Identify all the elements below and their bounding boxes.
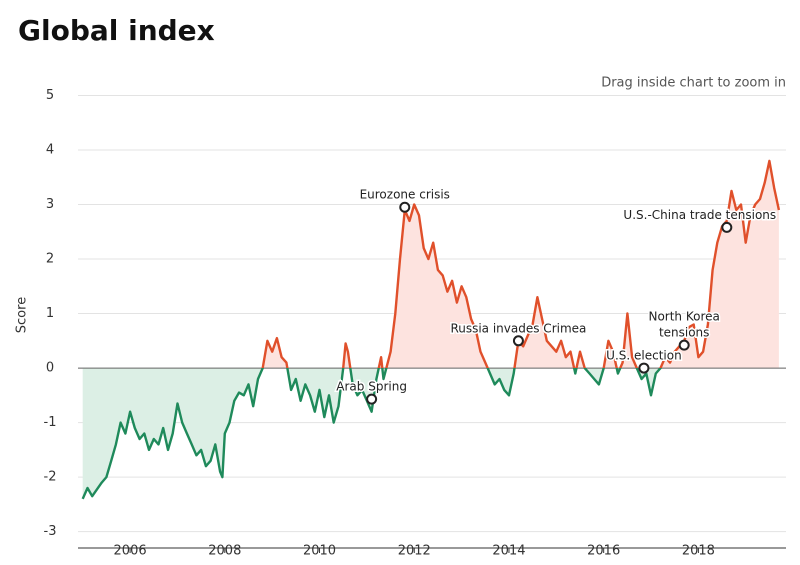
x-tick-label: 2006 [114,544,147,559]
y-tick-label: 2 [46,252,54,267]
y-tick-label: 0 [46,361,54,376]
x-tick-label: 2012 [398,544,431,559]
x-tick-label: 2008 [208,544,241,559]
y-tick-label: 3 [46,197,54,212]
annotation-label: North Korea [648,310,719,324]
line [81,159,781,500]
y-tick-label: -3 [44,524,57,539]
annotation-label: tensions [659,326,709,340]
plot: -3 -2 -1 0 1 2 3 4 5 2006 2008 2010 2012 2014 2016 2018… [44,88,786,559]
annotation-label: Russia invades Crimea [450,321,586,335]
y-tick-label: -2 [44,470,57,485]
annotation-marker [721,221,733,233]
annotation-label: Arab Spring [336,380,407,394]
zoom-hint: Drag inside chart to zoom in [601,76,786,91]
x-tick-label: 2016 [587,544,620,559]
annotation-marker [512,335,524,347]
y-tick-label: 4 [46,142,54,157]
x-tick-label: 2018 [682,544,715,559]
y-tick-label: 5 [46,88,54,103]
annotation-marker [638,362,650,374]
x-tick-label: 2014 [492,544,525,559]
y-axis-label: Score [15,297,30,333]
annotation-label: U.S.-China trade tensions [623,208,776,222]
area [82,160,779,499]
annotation-label: U.S. election [606,349,682,363]
y-tick-label: -1 [44,415,57,430]
annotation-marker [399,201,411,213]
x-tick-label: 2010 [303,544,336,559]
annotation-marker [678,339,690,351]
chart-title: Global index [18,14,215,47]
annotation-marker [366,393,378,405]
y-tick-label: 1 [46,306,54,321]
annotation-label: Eurozone crisis [360,188,450,202]
